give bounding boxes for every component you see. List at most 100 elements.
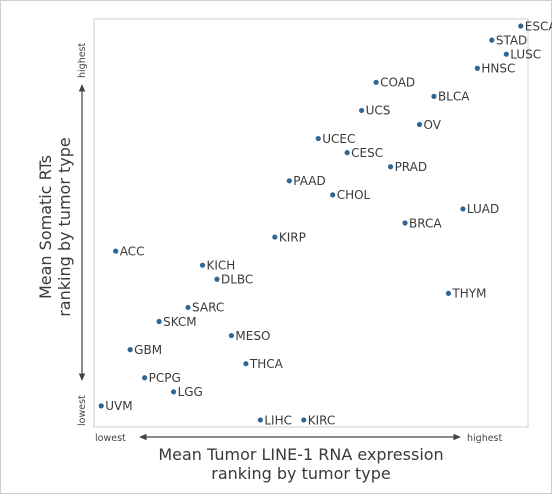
x-axis-low-label: lowest — [95, 433, 126, 444]
point-label: DLBC — [221, 273, 253, 287]
data-point-ucs: UCS — [359, 104, 390, 118]
point-label: LUSC — [510, 47, 541, 61]
point-marker — [431, 93, 437, 99]
point-marker — [460, 206, 466, 212]
point-label: BLCA — [438, 90, 470, 104]
data-point-thca: THCA — [243, 357, 284, 371]
data-point-ucec: UCEC — [315, 132, 355, 146]
data-point-pcpg: PCPG — [142, 371, 181, 385]
point-label: PRAD — [395, 160, 428, 174]
point-label: STAD — [496, 33, 527, 47]
point-label: THYM — [451, 287, 486, 301]
data-point-paad: PAAD — [286, 174, 326, 188]
point-marker — [228, 332, 235, 339]
point-marker — [387, 164, 394, 170]
point-marker — [113, 248, 119, 254]
point-marker — [402, 220, 408, 226]
point-label: LGG — [178, 385, 203, 399]
data-point-lusc: LUSC — [503, 47, 541, 61]
point-marker — [257, 417, 263, 423]
point-label: UVM — [105, 399, 132, 413]
point-label: MESO — [235, 329, 270, 343]
point-marker — [315, 135, 321, 142]
data-point-luad: LUAD — [460, 202, 499, 216]
data-point-lgg: LGG — [170, 385, 203, 399]
y-axis-low-label: lowest — [77, 395, 88, 426]
point-marker — [344, 150, 350, 156]
point-marker — [301, 417, 307, 423]
point-marker — [286, 178, 292, 184]
y-axis-title-line-1: Mean Somatic RTs — [36, 155, 55, 299]
data-point-esca: ESCA — [518, 19, 552, 33]
point-label: CHOL — [337, 188, 371, 202]
data-point-stad: STAD — [489, 33, 527, 47]
point-label: LIHC — [264, 413, 292, 427]
data-point-prad: PRAD — [387, 160, 428, 174]
point-label: BRCA — [409, 216, 442, 230]
data-point-gbm: GBM — [127, 343, 162, 357]
point-marker — [445, 290, 452, 296]
point-label: KIRC — [308, 413, 336, 427]
point-label: ESCA — [525, 19, 552, 33]
point-marker — [489, 37, 495, 43]
point-marker — [170, 389, 177, 395]
data-point-uvm: UVM — [98, 399, 133, 413]
point-marker — [199, 262, 206, 268]
data-point-chol: CHOL — [330, 188, 371, 202]
point-label: PAAD — [293, 174, 325, 188]
point-label: ACC — [120, 244, 145, 258]
point-label: KIRP — [279, 230, 306, 244]
point-marker — [214, 276, 220, 282]
point-label: KICH — [207, 259, 236, 273]
point-marker — [156, 318, 162, 325]
point-marker — [359, 107, 365, 114]
point-marker — [127, 347, 133, 353]
data-point-thym: THYM — [445, 287, 486, 301]
data-point-skcm: SKCM — [156, 315, 197, 329]
data-point-kirp: KIRP — [272, 230, 306, 244]
point-marker — [98, 403, 104, 409]
y-axis-title-line-2: ranking by tumor type — [55, 137, 74, 317]
point-label: GBM — [134, 343, 162, 357]
data-point-cesc: CESC — [344, 146, 383, 160]
point-label: SKCM — [163, 315, 197, 329]
point-label: CESC — [351, 146, 383, 160]
point-marker — [416, 121, 423, 128]
point-label: THCA — [249, 357, 284, 371]
data-point-brca: BRCA — [402, 216, 442, 230]
data-point-dlbc: DLBC — [214, 273, 253, 287]
point-label: UCEC — [322, 132, 355, 146]
x-axis-high-label: highest — [467, 433, 503, 444]
point-marker — [185, 304, 191, 311]
data-point-blca: BLCA — [431, 90, 470, 104]
point-marker — [373, 79, 379, 85]
point-label: SARC — [192, 301, 224, 315]
point-marker — [330, 192, 336, 198]
plot-area — [93, 18, 529, 428]
point-marker — [243, 361, 249, 367]
data-point-coad: COAD — [373, 76, 415, 90]
data-point-sarc: SARC — [185, 301, 224, 315]
point-label: PCPG — [149, 371, 181, 385]
point-marker — [272, 234, 278, 240]
point-marker — [474, 65, 480, 71]
data-point-lihc: LIHC — [257, 413, 292, 427]
point-marker — [518, 23, 524, 29]
y-axis-high-label: highest — [77, 42, 88, 78]
data-point-kich: KICH — [199, 259, 236, 273]
data-point-acc: ACC — [113, 244, 144, 258]
data-point-ov: OV — [416, 118, 442, 132]
point-marker — [503, 51, 509, 57]
point-label: UCS — [366, 104, 391, 118]
data-point-kirc: KIRC — [301, 413, 335, 427]
x-axis-title-line-1: Mean Tumor LINE-1 RNA expression — [158, 445, 443, 464]
point-label: COAD — [380, 76, 415, 90]
data-point-meso: MESO — [228, 329, 270, 343]
x-axis-title-line-2: ranking by tumor type — [211, 464, 391, 483]
data-point-hnsc: HNSC — [474, 62, 515, 76]
point-label: LUAD — [467, 202, 499, 216]
point-marker — [142, 375, 148, 381]
point-label: OV — [424, 118, 442, 132]
